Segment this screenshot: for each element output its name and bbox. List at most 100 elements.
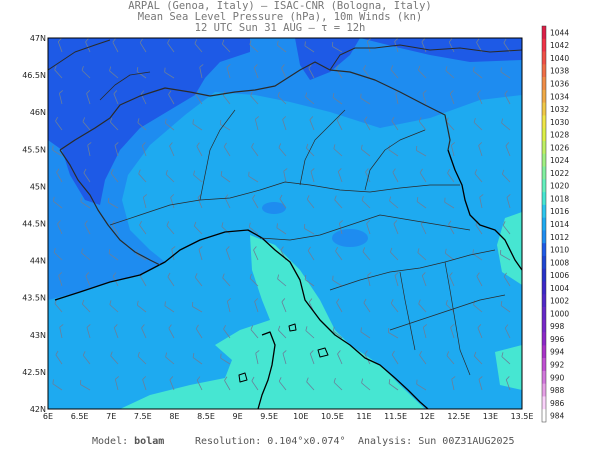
- wind-barb: [253, 246, 259, 261]
- lon-label: 9.5E: [260, 412, 278, 421]
- wind-barb: [474, 169, 483, 183]
- colorbar-swatch: [542, 38, 546, 52]
- wind-barb: [108, 249, 119, 261]
- wind-barb: [198, 246, 203, 261]
- wind-barb: [170, 194, 175, 209]
- regional-border: [259, 214, 471, 241]
- wind-barb: [472, 66, 483, 79]
- colorbar-swatch: [542, 281, 546, 295]
- wind-barb: [417, 65, 427, 79]
- regional-border: [109, 181, 460, 226]
- wind-barb: [446, 351, 455, 365]
- colorbar-label: 1008: [550, 258, 569, 267]
- wind-barb: [196, 376, 203, 391]
- wind-barb: [81, 299, 91, 313]
- colorbar-swatch: [542, 358, 546, 372]
- colorbar-label: 1016: [550, 207, 569, 216]
- wind-barb: [505, 376, 511, 391]
- wind-barb: [391, 350, 399, 365]
- wind-barb: [332, 326, 343, 339]
- wind-barb: [449, 90, 455, 105]
- wind-barb: [85, 272, 91, 287]
- lat-label: 43N: [30, 331, 46, 340]
- longitude-labels: 6E 6.5E 7E 7.5E 8E 8.5E 9E 9.5E 10E 10.5E 11E 11.5E…: [43, 412, 534, 421]
- wind-barb: [220, 353, 231, 365]
- wind-barb: [337, 168, 343, 183]
- wind-barb: [281, 298, 287, 313]
- colorbar-label: 1014: [550, 220, 569, 229]
- colorbar-label: 984: [550, 412, 565, 421]
- wind-barb: [416, 197, 427, 209]
- wind-barb: [501, 118, 511, 131]
- wind-barb: [248, 171, 259, 183]
- wind-barb: [478, 376, 483, 391]
- wind-barb: [109, 117, 119, 131]
- wind-barb: [192, 353, 203, 365]
- wind-barb: [110, 351, 119, 365]
- latitude-labels: 47N 46.5N 46N 45.5N 45N 44.5N 44N 43.5N 43N 42.5N…: [22, 34, 46, 414]
- wind-barb: [86, 324, 91, 339]
- colorbar-swatch: [542, 230, 546, 244]
- wind-barb: [169, 376, 175, 391]
- coastline: [288, 323, 297, 332]
- colorbar-frame: [541, 25, 547, 423]
- lon-label: 6.5E: [71, 412, 89, 421]
- wind-barb: [276, 223, 287, 235]
- wind-barb: [52, 196, 63, 209]
- wind-barb: [57, 38, 63, 53]
- lon-label: 6E: [43, 412, 53, 421]
- wind-barb: [109, 66, 119, 79]
- pressure-colorbar: 1044 1042 1040 1038 1036 1034 1032 1030 1028 1026…: [541, 25, 569, 423]
- wind-barb: [450, 324, 455, 339]
- wind-barb: [360, 327, 371, 339]
- wind-barb: [81, 65, 91, 79]
- lat-label: 42N: [30, 405, 46, 414]
- wind-barb: [448, 220, 455, 235]
- wind-barb: [112, 38, 119, 53]
- wind-barb: [221, 222, 231, 235]
- wind-barb: [449, 272, 455, 287]
- wind-barb: [138, 169, 147, 183]
- wind-barb: [417, 248, 427, 261]
- wind-barb: [164, 301, 175, 313]
- wind-barb: [500, 250, 511, 261]
- lon-label: 7.5E: [134, 412, 152, 421]
- coastline: [238, 372, 248, 383]
- wind-barb: [85, 38, 91, 53]
- wind-barbs: [52, 38, 511, 391]
- wind-barb: [361, 195, 371, 209]
- wind-barb: [390, 299, 399, 313]
- lat-label: 46.5N: [22, 71, 46, 80]
- analysis-info: Analysis: Sun 00Z31AUG2025: [358, 436, 515, 447]
- wind-barb: [166, 221, 175, 235]
- lon-label: 10E: [293, 412, 308, 421]
- colorbar-swatch: [542, 89, 546, 103]
- wind-barb: [473, 351, 483, 365]
- wind-barb: [282, 116, 287, 131]
- wind-barb: [194, 273, 203, 287]
- wind-barb: [80, 380, 91, 391]
- colorbar-swatch: [542, 166, 546, 180]
- national-border: [99, 71, 151, 101]
- lat-label: 45.5N: [22, 145, 46, 154]
- wind-barb: [223, 142, 231, 157]
- lat-label: 44.5N: [22, 220, 46, 229]
- wind-barb: [192, 119, 203, 131]
- wind-barb: [333, 144, 343, 157]
- wind-barb: [223, 324, 231, 339]
- colorbar-label: 1010: [550, 246, 569, 255]
- wind-barb: [363, 64, 371, 79]
- wind-barb: [114, 376, 119, 391]
- wind-barb: [164, 67, 175, 79]
- wind-barb: [278, 377, 287, 391]
- colorbar-swatch: [542, 345, 546, 359]
- coastline: [54, 229, 429, 409]
- pressure-band-1010: [48, 38, 250, 205]
- wind-barb: [139, 38, 147, 53]
- wind-barb: [416, 146, 427, 157]
- wind-barb: [226, 64, 231, 79]
- national-border: [48, 39, 111, 71]
- model-label: Model:: [92, 436, 129, 447]
- colorbar-swatch: [542, 370, 546, 384]
- colorbar-swatch: [542, 51, 546, 65]
